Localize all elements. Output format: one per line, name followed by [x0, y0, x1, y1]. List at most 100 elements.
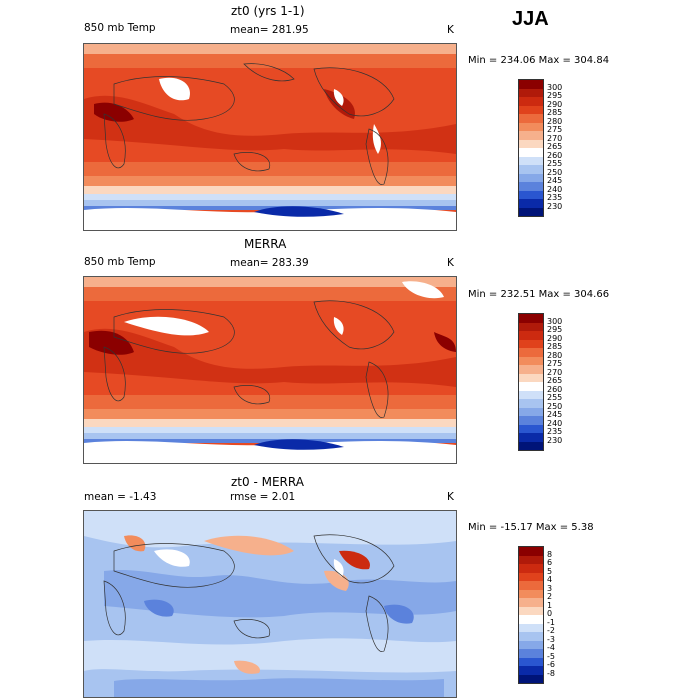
panel-2-colorbar-tick: 275	[547, 359, 563, 368]
panel-1-colorbar-tick: 260	[547, 150, 563, 160]
panel-1-colorbar-segment	[519, 105, 543, 114]
panel-3-colorbar-segment	[519, 598, 543, 607]
panel-2-min-max: Min = 232.51 Max = 304.66	[468, 289, 610, 300]
panel-1-colorbar-tick: 290	[547, 99, 563, 109]
panel-1-colorbar-segment	[519, 122, 543, 131]
panel-2-colorbar-tick: 230	[547, 435, 563, 445]
panel-3-colorbar-segment	[519, 589, 543, 598]
panel-3-colorbar-segment	[519, 666, 543, 675]
panel-3-colorbar-segment	[519, 674, 543, 683]
panel-3-colorbar-segment	[519, 581, 543, 590]
panel-2-colorbar-tick: 270	[547, 367, 563, 377]
panel-3-colorbar-tick: -1	[547, 617, 555, 627]
panel-3-colorbar-segment	[519, 615, 543, 624]
panel-2-units: K	[447, 257, 454, 269]
panel-3-colorbar-tick: -3	[547, 634, 555, 644]
panel-1-colorbar-tick: 240	[547, 184, 563, 194]
panel-3-colorbar-tick: -6	[547, 660, 555, 669]
panel-3-colorbar-tick: 2	[547, 592, 553, 601]
panel-3-title: zt0 - MERRA	[231, 475, 304, 489]
panel-2-colorbar-segment	[519, 407, 543, 416]
panel-1-colorbar-segment	[519, 88, 543, 97]
panel-3-colorbar-segment	[519, 649, 543, 658]
panel-2-colorbar	[518, 313, 544, 451]
panel-1-units: K	[447, 24, 454, 36]
panel-1-colorbar-tick: 300	[547, 82, 563, 92]
panel-1-colorbar-segment	[519, 80, 543, 89]
panel-3-colorbar-tick: 6	[547, 558, 553, 567]
panel-2-colorbar-segment	[519, 416, 543, 425]
panel-1-colorbar-tick: 245	[547, 176, 563, 185]
panel-2-colorbar-tick: 285	[547, 342, 563, 351]
panel-3-colorbar-tick: 1	[547, 600, 553, 610]
panel-1-colorbar-segment	[519, 148, 543, 157]
panel-2-colorbar-segment	[519, 433, 543, 442]
panel-1-colorbar-segment	[519, 207, 543, 216]
panel-1-colorbar-segment	[519, 131, 543, 140]
panel-3-min-max: Min = -15.17 Max = 5.38	[468, 522, 594, 533]
panel-3-mean: mean = -1.43	[84, 491, 157, 503]
panel-2-colorbar-segment	[519, 365, 543, 374]
panel-3-colorbar-segment	[519, 632, 543, 641]
panel-1-colorbar-tick: 250	[547, 167, 563, 177]
panel-3-colorbar-segment	[519, 564, 543, 573]
panel-2-colorbar-tick: 240	[547, 418, 563, 428]
panel-2-colorbar-segment	[519, 356, 543, 365]
panel-2-colorbar-tick: 265	[547, 376, 563, 385]
panel-1-colorbar-segment	[519, 139, 543, 148]
panel-1-title: zt0 (yrs 1-1)	[231, 4, 305, 18]
panel-1-colorbar-segment	[519, 165, 543, 174]
panel-1-colorbar-segment	[519, 97, 543, 106]
panel-2-mean: mean= 283.39	[230, 257, 309, 269]
panel-3-colorbar-segment	[519, 640, 543, 649]
panel-2-colorbar-segment	[519, 314, 543, 323]
panel-3-map-svg	[84, 511, 456, 697]
panel-1-colorbar-segment	[519, 182, 543, 191]
panel-1-colorbar-segment	[519, 199, 543, 208]
panel-1-min-max: Min = 234.06 Max = 304.84	[468, 55, 610, 66]
panel-1-colorbar-tick: 280	[547, 116, 563, 126]
panel-1-map-svg	[84, 44, 456, 230]
panel-1-field: 850 mb Temp	[84, 22, 156, 34]
panel-3-colorbar-tick: 5	[547, 566, 553, 576]
panel-2-colorbar-tick: 255	[547, 393, 563, 402]
panel-2-colorbar-segment	[519, 373, 543, 382]
panel-1-colorbar-tick: 265	[547, 142, 563, 151]
panel-3-colorbar-tick: 3	[547, 583, 553, 593]
panel-1-mean: mean= 281.95	[230, 24, 309, 36]
panel-2-colorbar-segment	[519, 382, 543, 391]
panel-1-colorbar-tick: 255	[547, 159, 563, 168]
panel-2-field: 850 mb Temp	[84, 256, 156, 268]
panel-2-colorbar-segment	[519, 348, 543, 357]
panel-1-colorbar-segment	[519, 114, 543, 123]
panel-3-colorbar-tick: 0	[547, 609, 553, 618]
panel-3-colorbar-tick: -4	[547, 643, 555, 652]
panel-3-rmse: rmse = 2.01	[230, 491, 296, 503]
panel-3-colorbar	[518, 546, 544, 684]
panel-1-colorbar-tick: 270	[547, 133, 563, 143]
panel-3-colorbar-segment	[519, 547, 543, 556]
panel-2-colorbar-segment	[519, 339, 543, 348]
panel-3-colorbar-tick: 8	[547, 549, 553, 559]
panel-3-colorbar-tick: -8	[547, 668, 555, 678]
panel-2-colorbar-tick: 245	[547, 410, 563, 419]
panel-2-colorbar-tick: 260	[547, 384, 563, 394]
panel-2-colorbar-segment	[519, 399, 543, 408]
panel-2-colorbar-segment	[519, 424, 543, 433]
panel-2-colorbar-segment	[519, 441, 543, 450]
panel-3-colorbar-tick: -5	[547, 651, 555, 661]
panel-3-colorbar-segment	[519, 572, 543, 581]
panel-1-colorbar-segment	[519, 190, 543, 199]
panel-3-colorbar-segment	[519, 606, 543, 615]
panel-1-colorbar	[518, 79, 544, 217]
season-label: JJA	[512, 8, 549, 30]
panel-2-colorbar-tick: 250	[547, 401, 563, 411]
panel-2-colorbar-tick: 295	[547, 325, 563, 334]
panel-3-colorbar-tick: 4	[547, 575, 553, 584]
panel-3-colorbar-segment	[519, 555, 543, 564]
panel-1-colorbar-tick: 285	[547, 108, 563, 117]
panel-1-map	[83, 43, 457, 231]
panel-1-colorbar-segment	[519, 156, 543, 165]
panel-1-colorbar-segment	[519, 173, 543, 182]
panel-1-colorbar-tick: 275	[547, 125, 563, 134]
